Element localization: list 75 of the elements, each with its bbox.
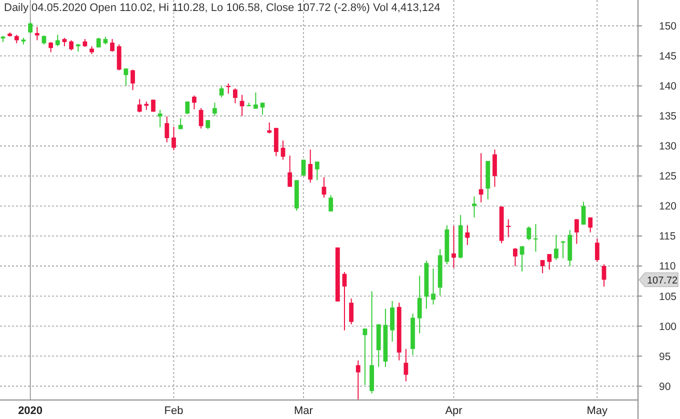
candlestick xyxy=(417,275,422,334)
y-tick-label: 100 xyxy=(659,320,677,333)
y-tick-label: 130 xyxy=(659,140,677,153)
candlestick xyxy=(288,155,292,188)
candlestick xyxy=(158,109,162,128)
candlestick xyxy=(492,149,497,188)
y-tick-label: 110 xyxy=(659,260,676,273)
candlestick xyxy=(151,99,156,112)
candlestick xyxy=(588,216,593,233)
candlestick xyxy=(301,159,306,176)
candlestick xyxy=(198,108,204,130)
candlestick xyxy=(185,101,190,115)
candlestick xyxy=(328,194,334,212)
candlestick xyxy=(431,268,436,306)
candlestick xyxy=(48,42,54,53)
candlestick xyxy=(116,44,122,71)
candlestick xyxy=(96,37,101,48)
candlestick xyxy=(137,98,142,113)
candlestick xyxy=(314,161,320,181)
candlestick xyxy=(547,254,552,270)
y-tick-label: 150 xyxy=(659,20,677,32)
text: 107.72 xyxy=(647,275,678,286)
candlestick xyxy=(206,120,210,130)
candlestick xyxy=(253,92,258,110)
x-tick-label: Apr xyxy=(445,405,463,417)
candlestick xyxy=(240,94,244,116)
candlestick xyxy=(233,88,238,104)
candlestick xyxy=(390,300,394,342)
candlestick xyxy=(342,272,347,331)
candlestick xyxy=(534,224,538,252)
candlestick xyxy=(308,149,313,184)
candlestick xyxy=(465,224,470,246)
candlestick xyxy=(478,152,484,203)
y-tick-label: 90 xyxy=(659,380,671,393)
candlestick xyxy=(404,348,408,382)
y-tick-label: 115 xyxy=(659,230,676,243)
candlestick xyxy=(513,248,518,267)
candlestick xyxy=(110,38,114,52)
y-tick-label: 140 xyxy=(659,80,677,93)
candlestick xyxy=(280,140,286,160)
y-tick-label: 125 xyxy=(659,170,677,183)
candlestick xyxy=(362,328,368,386)
candlestick xyxy=(594,238,600,262)
candlestick xyxy=(212,102,217,116)
candlestick xyxy=(526,226,532,241)
candlestick xyxy=(69,40,74,51)
x-tick-label: 2020 xyxy=(18,405,43,417)
candlestick xyxy=(124,68,128,86)
candlestick xyxy=(130,69,135,91)
candlestick xyxy=(602,264,606,288)
candlestick xyxy=(581,201,586,226)
x-tick-label: Mar xyxy=(294,405,314,417)
y-tick-label: 120 xyxy=(659,200,677,213)
y-tick-label: 145 xyxy=(659,50,677,63)
y-tick-label: 135 xyxy=(659,110,677,123)
candlestick xyxy=(172,126,176,151)
candlestick xyxy=(520,246,524,272)
candlestick xyxy=(356,360,360,400)
chart-title: Daily 04.05.2020 Open 110.02, Hi 110.28, Lo 106.58, Close 107.72 (-2.8%) Vol 4,413,124 xyxy=(4,2,440,14)
x-tick-label: Feb xyxy=(164,405,184,417)
candlestick xyxy=(192,94,196,110)
candlestick xyxy=(540,260,545,274)
y-tick-label: 105 xyxy=(659,290,677,303)
candlestick xyxy=(28,22,33,34)
candlestick xyxy=(554,234,558,261)
candlestick xyxy=(349,298,354,325)
candlestick xyxy=(472,196,476,218)
candlestick xyxy=(55,34,60,47)
candlestick xyxy=(260,102,265,116)
candlestick xyxy=(574,218,579,244)
candlestick xyxy=(452,225,456,268)
x-tick-label: May xyxy=(586,405,608,417)
candlestick xyxy=(34,26,40,41)
y-tick-label: 95 xyxy=(659,350,671,363)
candlestick xyxy=(164,116,170,143)
